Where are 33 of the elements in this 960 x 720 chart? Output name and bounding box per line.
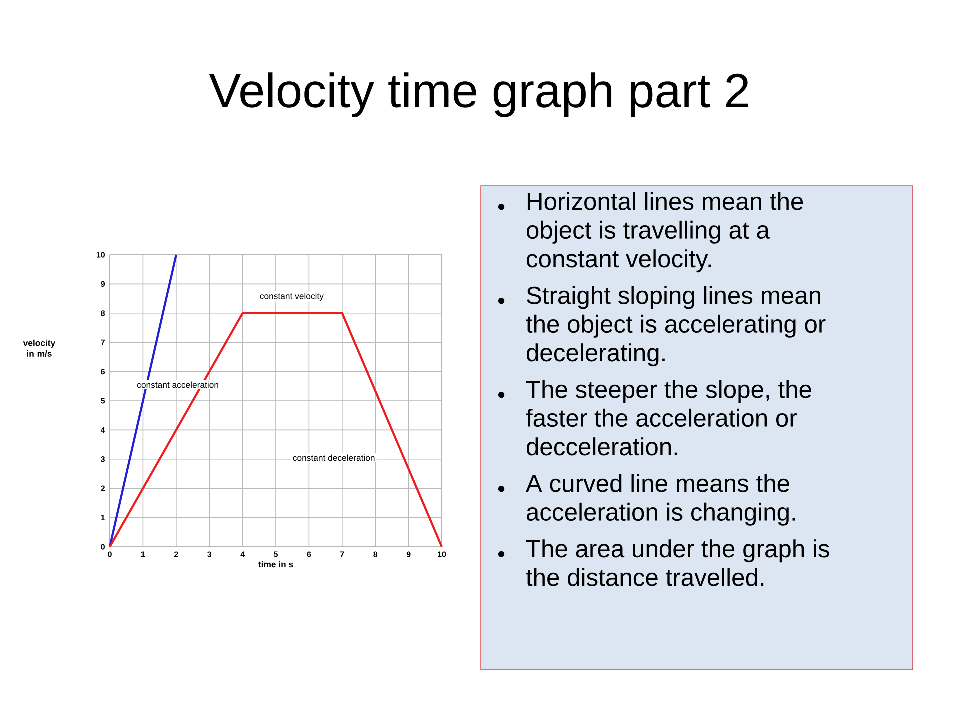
x-tick-label: 8 <box>374 552 378 558</box>
annotation: constant deceleration <box>293 454 375 462</box>
text: The area under the graph is the distance travelled. <box>526 540 830 586</box>
y-tick-label: 1 <box>101 515 106 521</box>
x-tick-label: 0 <box>108 552 112 558</box>
x-tick-label: 5 <box>274 552 278 558</box>
y-tick-label: 7 <box>101 340 105 346</box>
annotation: constant acceleration <box>137 382 218 388</box>
y-tick-label: 4 <box>100 427 106 433</box>
text: The steeper the slope, the faster the acceleration or decceleration. <box>526 380 812 456</box>
chart-title: Velocity time graph part 2 <box>209 72 748 118</box>
x-tick-label: 9 <box>406 552 411 558</box>
y-tick-label: 5 <box>101 398 106 404</box>
x-tick-label: 7 <box>340 552 344 558</box>
y-tick-label: 3 <box>101 456 106 462</box>
y-tick-label: 10 <box>96 252 105 258</box>
x-tick-label: 6 <box>307 552 312 558</box>
text: Straight sloping lines mean the object is accelerating or decelerating. <box>526 286 826 367</box>
x-tick-label: 4 <box>240 552 245 558</box>
text: Horizontal lines mean the object is travelling at a constant velocity. <box>526 192 804 273</box>
y-tick-label: 0 <box>101 544 105 550</box>
annotation: constant velocity <box>260 293 324 302</box>
y-axis-title: velocity in m/s <box>23 340 56 357</box>
y-tick-label: 9 <box>101 281 106 288</box>
x-tick-label: 2 <box>174 552 178 558</box>
y-tick-label: 6 <box>101 368 106 375</box>
x-tick-label: 3 <box>208 552 212 558</box>
text: A curved line means the acceleration is changing. <box>526 474 796 526</box>
y-tick-label: 2 <box>101 486 105 492</box>
y-tick-label: 8 <box>101 310 106 316</box>
x-tick-label: 1 <box>141 552 146 558</box>
x-tick-label: 10 <box>438 552 446 558</box>
x-axis-title: time in s <box>258 561 294 568</box>
